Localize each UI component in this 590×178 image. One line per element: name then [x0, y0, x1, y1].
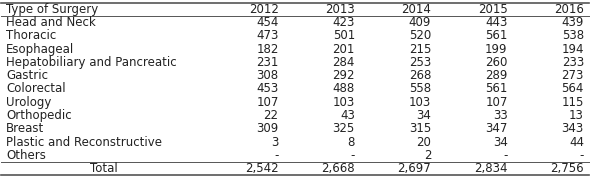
Text: 2,542: 2,542	[245, 162, 278, 175]
Text: 520: 520	[409, 29, 431, 42]
Text: 473: 473	[256, 29, 278, 42]
Text: 488: 488	[333, 82, 355, 96]
Text: 325: 325	[333, 122, 355, 135]
Text: 44: 44	[569, 136, 584, 149]
Text: 194: 194	[562, 43, 584, 56]
Text: 2015: 2015	[478, 3, 507, 16]
Text: 2,756: 2,756	[550, 162, 584, 175]
Text: 201: 201	[333, 43, 355, 56]
Text: 439: 439	[562, 16, 584, 29]
Text: 260: 260	[485, 56, 507, 69]
Text: 343: 343	[562, 122, 584, 135]
Text: 107: 107	[485, 96, 507, 109]
Text: 115: 115	[562, 96, 584, 109]
Text: 43: 43	[340, 109, 355, 122]
Text: 558: 558	[409, 82, 431, 96]
Text: Urology: Urology	[6, 96, 51, 109]
Text: -: -	[274, 149, 278, 162]
Text: 2,697: 2,697	[398, 162, 431, 175]
Text: 103: 103	[333, 96, 355, 109]
Text: Total: Total	[90, 162, 118, 175]
Text: 2013: 2013	[325, 3, 355, 16]
Text: 34: 34	[417, 109, 431, 122]
Text: 284: 284	[333, 56, 355, 69]
Text: 2014: 2014	[401, 3, 431, 16]
Text: Breast: Breast	[6, 122, 44, 135]
Text: 453: 453	[256, 82, 278, 96]
Text: Head and Neck: Head and Neck	[6, 16, 96, 29]
Text: 253: 253	[409, 56, 431, 69]
Text: 292: 292	[332, 69, 355, 82]
Text: Gastric: Gastric	[6, 69, 48, 82]
Text: 107: 107	[256, 96, 278, 109]
Text: Thoracic: Thoracic	[6, 29, 56, 42]
Text: 564: 564	[562, 82, 584, 96]
Text: 20: 20	[417, 136, 431, 149]
Text: 2016: 2016	[554, 3, 584, 16]
Text: 454: 454	[256, 16, 278, 29]
Text: 561: 561	[485, 82, 507, 96]
Text: 273: 273	[562, 69, 584, 82]
Text: 22: 22	[264, 109, 278, 122]
Text: 308: 308	[257, 69, 278, 82]
Text: 315: 315	[409, 122, 431, 135]
Text: Colorectal: Colorectal	[6, 82, 65, 96]
Text: 199: 199	[485, 43, 507, 56]
Text: 233: 233	[562, 56, 584, 69]
Text: 2012: 2012	[248, 3, 278, 16]
Text: 231: 231	[256, 56, 278, 69]
Text: 8: 8	[348, 136, 355, 149]
Text: 2,668: 2,668	[322, 162, 355, 175]
Text: -: -	[350, 149, 355, 162]
Text: 538: 538	[562, 29, 584, 42]
Text: 423: 423	[333, 16, 355, 29]
Text: 409: 409	[409, 16, 431, 29]
Text: 3: 3	[271, 136, 278, 149]
Text: Type of Surgery: Type of Surgery	[6, 3, 99, 16]
Text: 443: 443	[485, 16, 507, 29]
Text: 501: 501	[333, 29, 355, 42]
Text: 34: 34	[493, 136, 507, 149]
Text: 215: 215	[409, 43, 431, 56]
Text: 2,834: 2,834	[474, 162, 507, 175]
Text: 182: 182	[256, 43, 278, 56]
Text: Others: Others	[6, 149, 46, 162]
Text: 561: 561	[485, 29, 507, 42]
Text: Esophageal: Esophageal	[6, 43, 74, 56]
Text: 347: 347	[485, 122, 507, 135]
Text: 13: 13	[569, 109, 584, 122]
Text: Plastic and Reconstructive: Plastic and Reconstructive	[6, 136, 162, 149]
Text: -: -	[579, 149, 584, 162]
Text: Orthopedic: Orthopedic	[6, 109, 72, 122]
Text: 268: 268	[409, 69, 431, 82]
Text: 309: 309	[256, 122, 278, 135]
Text: 2: 2	[424, 149, 431, 162]
Text: 289: 289	[485, 69, 507, 82]
Text: 33: 33	[493, 109, 507, 122]
Text: Hepatobiliary and Pancreatic: Hepatobiliary and Pancreatic	[6, 56, 177, 69]
Text: 103: 103	[409, 96, 431, 109]
Text: -: -	[503, 149, 507, 162]
